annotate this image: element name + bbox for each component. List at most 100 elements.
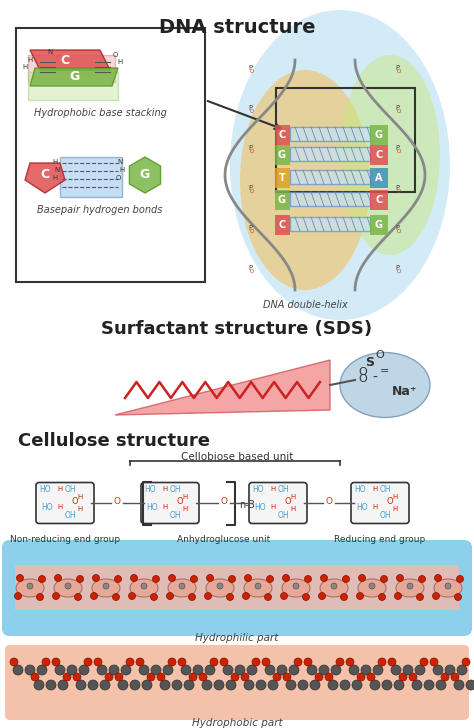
Circle shape [331,665,341,675]
Polygon shape [370,215,388,235]
Circle shape [97,665,107,675]
Circle shape [105,673,113,681]
Circle shape [53,593,60,599]
Text: HO: HO [39,485,51,494]
Bar [60,157,122,197]
Circle shape [256,680,266,690]
Text: H: H [57,486,63,492]
Polygon shape [370,190,388,210]
Text: P: P [248,185,252,191]
Circle shape [302,593,310,601]
Text: =: = [380,366,389,376]
Circle shape [136,658,144,666]
Ellipse shape [340,55,440,255]
Circle shape [181,665,191,675]
Circle shape [415,665,425,675]
Text: O: O [358,367,367,377]
Circle shape [100,680,110,690]
Circle shape [340,680,350,690]
Circle shape [231,673,239,681]
Circle shape [166,593,173,599]
Circle shape [435,574,441,582]
Circle shape [310,680,320,690]
Text: H: H [182,506,188,512]
Circle shape [445,665,455,675]
Ellipse shape [206,579,234,597]
Bar [290,147,370,161]
Text: O: O [326,496,332,505]
Circle shape [67,665,77,675]
Circle shape [403,665,413,675]
Circle shape [223,665,233,675]
Text: H: H [119,167,125,173]
Circle shape [369,583,375,589]
Circle shape [141,583,147,589]
Circle shape [55,574,62,582]
Text: H: H [392,494,398,500]
Text: H: H [291,494,296,500]
Circle shape [153,576,159,582]
Ellipse shape [320,579,348,597]
Text: H: H [57,504,63,510]
FancyBboxPatch shape [249,483,307,523]
Circle shape [179,583,185,589]
Circle shape [243,593,249,599]
Circle shape [147,673,155,681]
Polygon shape [30,68,118,86]
Circle shape [264,593,272,601]
Circle shape [391,665,401,675]
Ellipse shape [340,352,430,417]
Circle shape [126,658,134,666]
Text: HO: HO [41,502,53,512]
Circle shape [46,680,56,690]
Text: H: H [270,504,275,510]
Text: O: O [114,496,121,505]
Circle shape [289,665,299,675]
Text: H: H [77,506,82,512]
Circle shape [128,593,136,599]
Text: H: H [163,504,168,510]
FancyBboxPatch shape [351,483,409,523]
Circle shape [266,576,273,582]
Text: H: H [291,506,296,512]
Circle shape [10,658,18,666]
Circle shape [349,665,359,675]
Circle shape [178,658,186,666]
Circle shape [252,658,260,666]
Text: A: A [375,173,383,183]
Circle shape [115,576,121,582]
Text: Cellobiose based unit: Cellobiose based unit [181,452,293,462]
Circle shape [91,593,98,599]
Circle shape [394,680,404,690]
Text: Hydrophobic base stacking: Hydrophobic base stacking [34,108,166,118]
Circle shape [454,680,464,690]
Text: C: C [375,195,383,205]
Circle shape [268,680,278,690]
Circle shape [417,593,423,601]
Circle shape [315,673,323,681]
Circle shape [37,665,47,675]
Text: G: G [278,195,286,205]
Circle shape [462,658,470,666]
Circle shape [356,593,364,599]
Circle shape [36,593,44,601]
Polygon shape [25,163,65,193]
Text: O: O [72,496,78,505]
Ellipse shape [168,579,196,597]
Circle shape [358,574,365,582]
Circle shape [445,583,451,589]
Ellipse shape [16,579,44,597]
Text: DNA structure: DNA structure [159,18,315,37]
Circle shape [76,576,83,582]
Circle shape [79,665,89,675]
Circle shape [84,658,92,666]
Circle shape [336,658,344,666]
Circle shape [115,673,123,681]
Text: H: H [182,494,188,500]
Circle shape [121,665,131,675]
Text: P: P [248,145,252,151]
Bar [15,565,459,610]
Text: DNA double-helix: DNA double-helix [263,300,347,310]
Circle shape [273,673,281,681]
Text: P: P [395,225,399,231]
